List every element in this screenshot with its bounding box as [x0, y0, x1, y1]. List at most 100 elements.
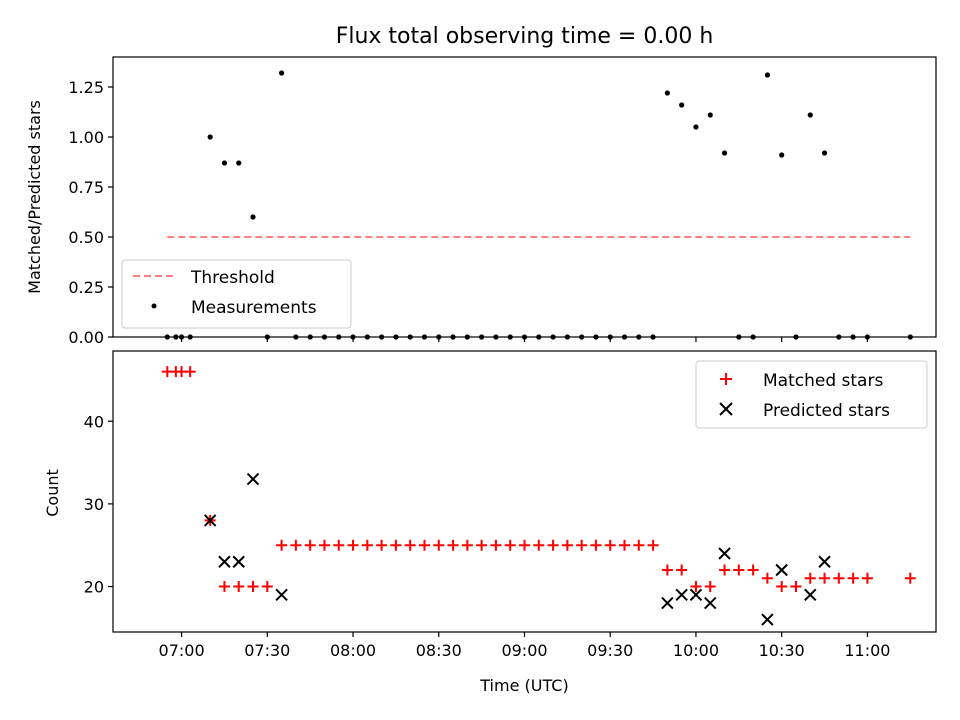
legend-measurements-label: Measurements	[191, 298, 317, 318]
matched-point	[519, 539, 530, 551]
matched-point	[733, 564, 745, 576]
matched-point	[404, 539, 416, 551]
predicted-point	[675, 588, 688, 602]
matched-point	[376, 539, 388, 551]
y-tick-label: 20	[84, 578, 104, 597]
predicted-point	[218, 555, 231, 568]
matched-point	[576, 539, 588, 551]
measurement-point	[807, 112, 813, 118]
y-axis-label-ratio: Matched/Predicted stars	[25, 100, 44, 294]
ratio-ticks: 0.00 0.25 0.50 0.75 1.00 1.25	[68, 78, 869, 347]
measurement-point	[764, 72, 770, 78]
matched-point	[904, 572, 916, 584]
x-tick-label: 10:00	[673, 641, 719, 660]
predicted-point	[775, 563, 788, 577]
matched-point	[304, 539, 316, 551]
predicted-point	[203, 514, 217, 527]
predicted-point	[818, 555, 831, 568]
matched-point	[704, 581, 716, 593]
x-axis-label: Time (UTC)	[479, 676, 568, 695]
matched-point	[604, 539, 616, 551]
ratio-plot-frame	[112, 56, 937, 338]
matched-point	[433, 539, 445, 551]
legend-box	[695, 360, 928, 429]
y-tick-label: 1.25	[68, 78, 104, 97]
legend-predicted-label: Predicted stars	[763, 401, 890, 421]
matched-point	[690, 581, 702, 593]
legend-predicted-swatch	[719, 402, 733, 416]
matched-point	[233, 581, 245, 593]
count-panel: Count Time (UTC) 20 30 40 07:00 07:30 08:00 08…	[43, 350, 937, 695]
matched-point	[247, 581, 259, 593]
legend-matched-swatch	[720, 373, 732, 385]
matched-point	[776, 581, 788, 593]
y-axis-label-count: Count	[43, 469, 62, 517]
x-tick-label: 07:30	[244, 641, 290, 660]
matched-point	[761, 572, 773, 584]
measurement-point	[279, 70, 285, 76]
matched-point	[676, 564, 688, 576]
predicted-point	[689, 588, 703, 602]
matched-point	[261, 581, 273, 593]
legend-box	[121, 259, 352, 329]
matched-point	[347, 539, 359, 551]
matched-point	[218, 581, 230, 593]
matched-point	[547, 539, 559, 551]
matched-point	[333, 539, 345, 551]
measurement-point	[779, 152, 785, 158]
matched-point	[476, 539, 488, 551]
y-tick-label: 0.75	[68, 178, 104, 197]
x-tick-label: 08:30	[416, 641, 462, 660]
matched-point	[719, 564, 731, 576]
predicted-point	[804, 588, 817, 602]
ratio-legend: Threshold Measurements	[121, 259, 352, 329]
measurement-point	[236, 160, 242, 166]
matched-point	[184, 366, 196, 378]
ratio-series	[164, 70, 913, 340]
measurement-point	[679, 102, 685, 108]
matched-point	[619, 539, 631, 551]
matched-point	[504, 539, 516, 551]
legend-threshold-label: Threshold	[190, 268, 275, 288]
matched-point	[847, 572, 859, 584]
measurement-point	[221, 160, 228, 166]
x-tick-label: 09:30	[587, 641, 633, 660]
y-tick-label: 0.25	[68, 278, 104, 297]
matched-point	[490, 539, 502, 551]
count-legend: Matched stars Predicted stars	[695, 360, 928, 429]
matched-point	[819, 572, 831, 584]
ratio-panel: Flux total observing time = 0.00 h Match…	[25, 24, 937, 347]
x-tick-label: 08:00	[330, 641, 376, 660]
measurement-point	[693, 124, 699, 130]
x-tick-label: 10:30	[759, 641, 805, 660]
predicted-point	[246, 472, 260, 486]
matched-point	[747, 564, 759, 576]
matched-point	[461, 539, 473, 551]
measurement-point	[664, 90, 670, 96]
count-plot-frame	[112, 350, 937, 633]
predicted-point	[718, 547, 731, 560]
legend-matched-label: Matched stars	[763, 371, 883, 391]
y-tick-label: 0.00	[68, 328, 104, 347]
measurement-point	[207, 134, 213, 140]
matched-point	[290, 539, 302, 551]
matched-point	[861, 572, 873, 584]
x-tick-label: 09:00	[501, 641, 547, 660]
matched-point	[633, 539, 645, 551]
chart-title: Flux total observing time = 0.00 h	[336, 24, 714, 49]
matched-point	[561, 539, 573, 551]
matched-point	[833, 572, 845, 584]
y-tick-label: 0.50	[68, 228, 104, 247]
measurement-point	[250, 214, 256, 220]
matched-point	[361, 539, 373, 551]
x-tick-label: 07:00	[159, 641, 205, 660]
x-tick-label: 11:00	[844, 641, 890, 660]
matched-point	[647, 539, 659, 551]
count-series	[161, 366, 916, 626]
predicted-point	[761, 613, 774, 626]
measurement-point	[721, 150, 728, 156]
matched-point	[790, 581, 802, 593]
predicted-point	[232, 555, 245, 568]
matched-point	[804, 572, 816, 584]
